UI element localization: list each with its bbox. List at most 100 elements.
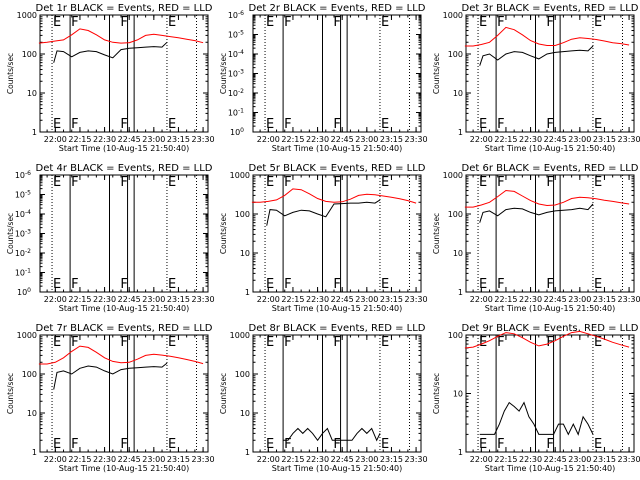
x-tick-label: 22:30 xyxy=(519,295,542,304)
y-tick-label: 10-5 xyxy=(15,190,31,200)
marker-label-bottom: F xyxy=(284,277,291,292)
x-tick-label: 23:15 xyxy=(593,135,616,144)
y-tick-label: 100 xyxy=(17,287,31,297)
y-tick-label: 10-5 xyxy=(228,30,244,40)
y-tick-label: 10-6 xyxy=(228,10,244,20)
y-tick-label: 10 xyxy=(27,409,37,418)
marker-label-bottom: F xyxy=(497,437,504,452)
chart-title: Det 5r BLACK = Events, RED = LLD xyxy=(249,163,426,174)
x-tick-label: 22:30 xyxy=(306,455,329,464)
x-tick-label: 23:15 xyxy=(167,455,190,464)
marker-label-top: F xyxy=(333,175,340,190)
marker-label-bottom: E xyxy=(266,277,274,292)
marker-label-bottom: E xyxy=(594,437,602,452)
events-series-line xyxy=(479,203,594,223)
y-tick-label: 1000 xyxy=(17,11,37,20)
x-axis-label: Start Time (10-Aug-15 21:50:40) xyxy=(59,304,190,313)
marker-label-bottom: F xyxy=(120,117,127,132)
x-tick-label: 22:30 xyxy=(519,135,542,144)
marker-label-bottom: E xyxy=(479,277,487,292)
panel-det-7: Det 7r BLACK = Events, RED = LLD 1 10 100 10… xyxy=(6,323,215,473)
marker-label-top: F xyxy=(497,15,504,30)
marker-label-top: F xyxy=(71,15,78,30)
y-tick-label: 100 xyxy=(448,50,463,59)
x-tick-label: 23:30 xyxy=(405,455,428,464)
x-tick-label: 23:30 xyxy=(618,455,640,464)
marker-label-top: E xyxy=(168,335,176,350)
x-tick-label: 23:30 xyxy=(405,135,428,144)
y-tick-label: 10-2 xyxy=(228,88,244,98)
marker-label-top: F xyxy=(333,335,340,350)
marker-label-top: F xyxy=(333,15,340,30)
x-axis-label: Start Time (10-Aug-15 21:50:40) xyxy=(485,304,616,313)
marker-label-top: F xyxy=(120,15,127,30)
x-axis-label: Start Time (10-Aug-15 21:50:40) xyxy=(59,464,190,473)
marker-label-top: F xyxy=(546,15,553,30)
marker-label-bottom: E xyxy=(168,117,176,132)
marker-label-bottom: E xyxy=(266,117,274,132)
x-tick-label: 22:00 xyxy=(257,135,280,144)
marker-label-bottom: F xyxy=(333,277,340,292)
y-tick-label: 10 xyxy=(453,89,463,98)
x-tick-label: 22:00 xyxy=(470,455,493,464)
y-axis-label: Counts/sec xyxy=(219,373,228,414)
y-tick-label: 10-6 xyxy=(15,170,31,180)
y-axis-label: Counts/sec xyxy=(6,213,15,254)
y-tick-label: 10-3 xyxy=(15,229,31,239)
chart-title: Det 4r BLACK = Events, RED = LLD xyxy=(36,163,213,174)
marker-label-top: E xyxy=(266,335,274,350)
x-tick-label: 22:15 xyxy=(68,295,91,304)
marker-label-bottom: F xyxy=(546,277,553,292)
marker-label-top: E xyxy=(53,175,61,190)
x-tick-label: 22:45 xyxy=(118,455,141,464)
marker-label-top: E xyxy=(266,15,274,30)
plot-frame xyxy=(465,14,635,133)
marker-label-top: E xyxy=(479,15,487,30)
x-tick-label: 22:00 xyxy=(257,455,280,464)
marker-label-bottom: E xyxy=(266,437,274,452)
y-tick-label: 100 xyxy=(22,50,37,59)
panel-det-6: Det 6r BLACK = Events, RED = LLD 1 10 100 10… xyxy=(432,163,640,313)
marker-label-top: F xyxy=(284,15,291,30)
x-tick-label: 23:30 xyxy=(405,295,428,304)
events-series-line xyxy=(479,401,594,436)
x-tick-label: 22:30 xyxy=(93,295,116,304)
marker-label-top: E xyxy=(381,335,389,350)
plot-frame xyxy=(39,14,209,133)
x-tick-label: 23:15 xyxy=(380,455,403,464)
panel-det-2: Det 2r BLACK = Events, RED = LLD 100 10-1 1… xyxy=(219,3,428,153)
marker-label-top: E xyxy=(266,175,274,190)
plot-frame xyxy=(39,174,209,293)
y-axis-label: Counts/sec xyxy=(432,53,441,94)
plot-frame xyxy=(252,14,422,133)
x-tick-label: 23:00 xyxy=(142,455,165,464)
x-tick-label: 22:15 xyxy=(494,455,517,464)
x-tick-label: 22:15 xyxy=(281,135,304,144)
panel-det-3: Det 3r BLACK = Events, RED = LLD 1 10 100 10… xyxy=(432,3,640,153)
x-tick-label: 23:00 xyxy=(142,135,165,144)
marker-label-top: F xyxy=(120,335,127,350)
x-tick-label: 22:00 xyxy=(44,295,67,304)
marker-label-bottom: E xyxy=(381,277,389,292)
y-tick-label: 10 xyxy=(27,89,37,98)
y-tick-label: 10 xyxy=(453,390,463,399)
x-tick-label: 22:00 xyxy=(470,295,493,304)
panel-det-8: Det 8r BLACK = Events, RED = LLD 1 10 100 10… xyxy=(219,323,428,473)
marker-label-top: F xyxy=(497,335,504,350)
marker-label-top: F xyxy=(546,175,553,190)
x-axis-label: Start Time (10-Aug-15 21:50:40) xyxy=(485,464,616,473)
marker-label-top: E xyxy=(594,175,602,190)
x-tick-label: 23:15 xyxy=(593,295,616,304)
lld-series-line xyxy=(38,28,204,44)
marker-label-top: F xyxy=(71,335,78,350)
plot-frame xyxy=(465,174,635,293)
x-tick-label: 23:30 xyxy=(192,455,215,464)
x-axis-label: Start Time (10-Aug-15 21:50:40) xyxy=(485,144,616,153)
marker-label-top: E xyxy=(53,15,61,30)
plot-frame xyxy=(252,334,422,453)
y-tick-label: 100 xyxy=(230,127,244,137)
marker-label-top: F xyxy=(284,175,291,190)
panel-det-5: Det 5r BLACK = Events, RED = LLD 1 10 100 10… xyxy=(219,163,428,313)
x-tick-label: 22:30 xyxy=(306,135,329,144)
x-tick-label: 22:30 xyxy=(306,295,329,304)
